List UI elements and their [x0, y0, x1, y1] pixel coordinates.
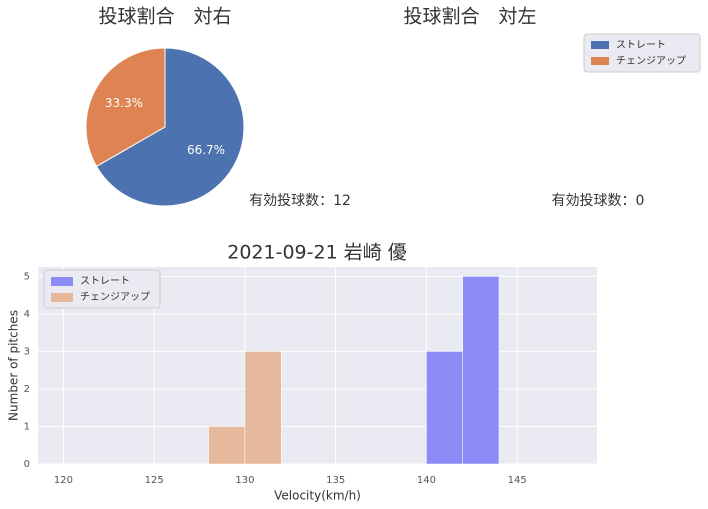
- y-tick-label: 0: [24, 459, 30, 470]
- y-tick-label: 5: [24, 271, 30, 282]
- chart-title: 2021-09-21 岩崎 優: [227, 242, 407, 264]
- legend-swatch: [591, 57, 609, 65]
- hist-bar: [426, 351, 463, 465]
- legend-label: チェンジアップ: [616, 55, 686, 67]
- chart-title: 投球割合 対右: [98, 6, 231, 28]
- x-tick-label: 145: [508, 475, 527, 486]
- annotation: 有効投球数：0: [552, 193, 645, 209]
- y-tick-label: 4: [24, 309, 30, 320]
- legend-swatch: [51, 293, 73, 302]
- legend-box: [583, 33, 701, 73]
- y-tick-label: 3: [24, 346, 30, 357]
- legend-label: ストレート: [80, 276, 130, 287]
- y-tick-label: 2: [24, 384, 30, 395]
- pie-slice: [85, 47, 166, 168]
- annotation: 有効投球数：12: [249, 193, 351, 209]
- legend-swatch: [51, 277, 73, 286]
- legend-swatch: [591, 41, 609, 49]
- legend-label: ストレート: [616, 40, 666, 51]
- chart-title: 投球割合 対左: [403, 6, 536, 28]
- x-axis-label: Velocity(km/h): [274, 489, 361, 503]
- pie-slice: [95, 47, 245, 207]
- x-tick-label: 130: [235, 475, 254, 486]
- slice-label: 66.7%: [187, 143, 225, 157]
- hist-bar: [208, 426, 246, 465]
- x-tick-label: 135: [326, 475, 345, 486]
- hist-bar: [244, 351, 282, 465]
- slice-label: 33.3%: [105, 96, 143, 110]
- y-axis-label: Number of pitches: [7, 310, 21, 421]
- x-tick-label: 125: [145, 475, 164, 486]
- x-tick-label: 120: [54, 475, 73, 486]
- hist-bar: [462, 276, 500, 465]
- y-tick-label: 1: [24, 421, 30, 432]
- x-tick-label: 140: [417, 475, 436, 486]
- legend-label: チェンジアップ: [80, 291, 150, 303]
